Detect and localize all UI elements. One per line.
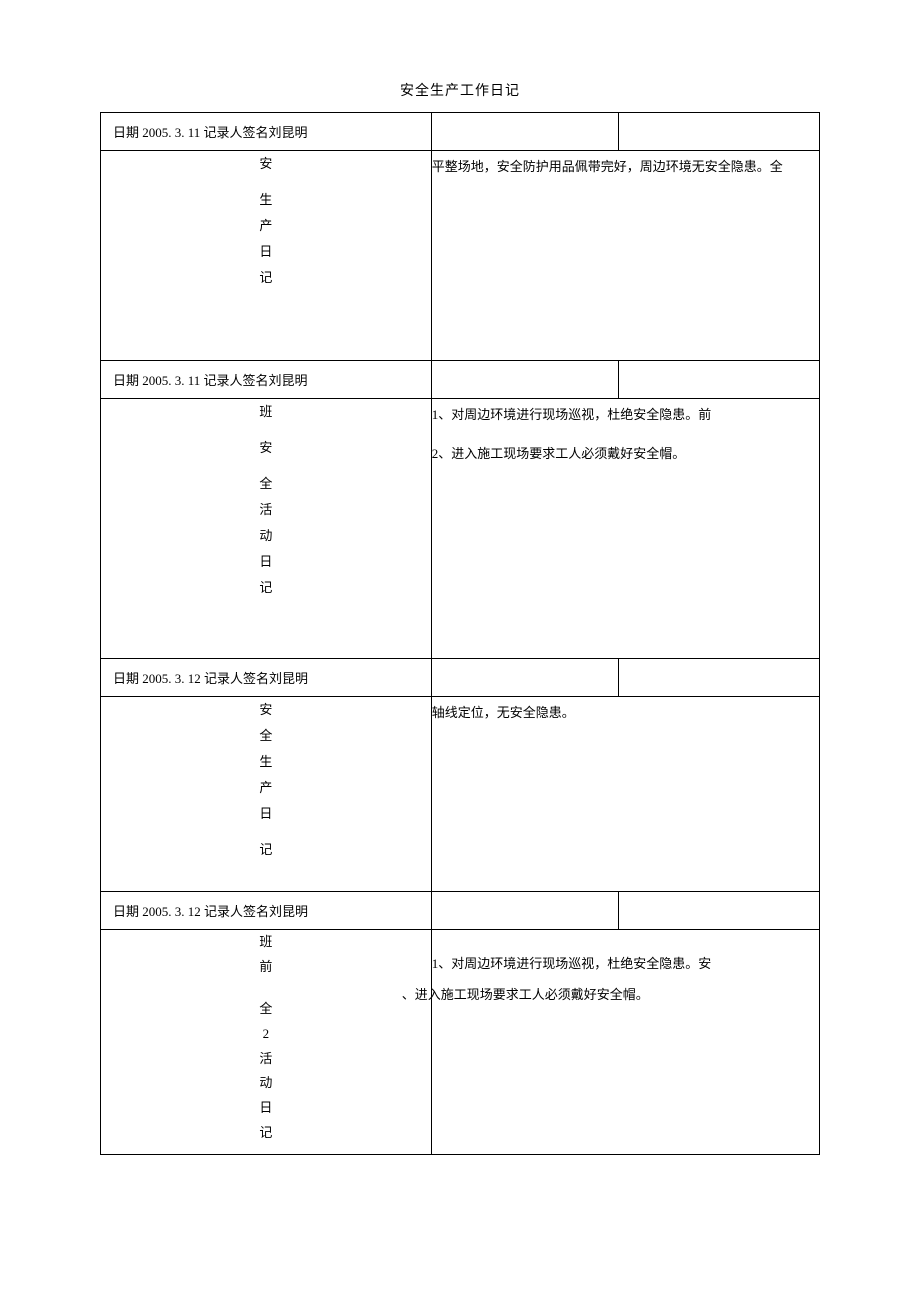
section2-body: 班安全活动日记 1、对周边环境进行现场巡视，杜绝安全隐患。前 2、进入施工现场要…: [101, 399, 820, 659]
section4-content: 1、对周边环境进行现场巡视，杜绝安全隐患。安 、进入施工现场要求工人必须戴好安全…: [431, 930, 819, 1155]
section2-header-empty2: [618, 361, 819, 399]
section4-body: 班前 全2 活动日记 1、对周边环境进行现场巡视，杜绝安全隐患。安 、进入施工现…: [101, 930, 820, 1155]
section3-content: 轴线定位，无安全隐患。: [431, 697, 819, 892]
diary-table: 日期 2005. 3. 11 记录人签名刘昆明 安生产日记 平整场地，安全防护用…: [100, 112, 820, 1155]
section2-vertical-label: 班安全活动日记: [101, 399, 432, 659]
section2-header: 日期 2005. 3. 11 记录人签名刘昆明: [101, 361, 820, 399]
section3-header-text: 日期 2005. 3. 12 记录人签名刘昆明: [101, 668, 431, 687]
section4-header-empty1: [431, 892, 618, 930]
section4-line1: 1、对周边环境进行现场巡视，杜绝安全隐患。安: [432, 948, 819, 979]
section3-header-empty2: [618, 659, 819, 697]
section3-vertical-label: 安全生产日记: [101, 697, 432, 892]
section2-header-text: 日期 2005. 3. 11 记录人签名刘昆明: [101, 370, 431, 389]
section1-content: 平整场地，安全防护用品佩带完好，周边环境无安全隐患。全: [431, 151, 819, 361]
section1-vertical-label: 安生产日记: [101, 151, 432, 361]
section1-header-text: 日期 2005. 3. 11 记录人签名刘昆明: [101, 122, 431, 141]
section3-header-empty1: [431, 659, 618, 697]
section3-body: 安全生产日记 轴线定位，无安全隐患。: [101, 697, 820, 892]
section1-header: 日期 2005. 3. 11 记录人签名刘昆明: [101, 113, 820, 151]
section1-body: 安生产日记 平整场地，安全防护用品佩带完好，周边环境无安全隐患。全: [101, 151, 820, 361]
section4-vertical-label: 班前 全2 活动日记: [101, 930, 432, 1155]
section2-line2: 2、进入施工现场要求工人必须戴好安全帽。: [432, 438, 819, 469]
section1-header-empty1: [431, 113, 618, 151]
section2-content: 1、对周边环境进行现场巡视，杜绝安全隐患。前 2、进入施工现场要求工人必须戴好安…: [431, 399, 819, 659]
section2-line1: 1、对周边环境进行现场巡视，杜绝安全隐患。前: [432, 399, 819, 430]
section4-header-text: 日期 2005. 3. 12 记录人签名刘昆明: [101, 901, 431, 920]
section4-header: 日期 2005. 3. 12 记录人签名刘昆明: [101, 892, 820, 930]
section4-header-empty2: [618, 892, 819, 930]
section3-header: 日期 2005. 3. 12 记录人签名刘昆明: [101, 659, 820, 697]
section4-line2: 、进入施工现场要求工人必须戴好安全帽。: [402, 979, 819, 1010]
page-title: 安全生产工作日记: [100, 80, 820, 100]
section1-header-empty2: [618, 113, 819, 151]
section2-header-empty1: [431, 361, 618, 399]
